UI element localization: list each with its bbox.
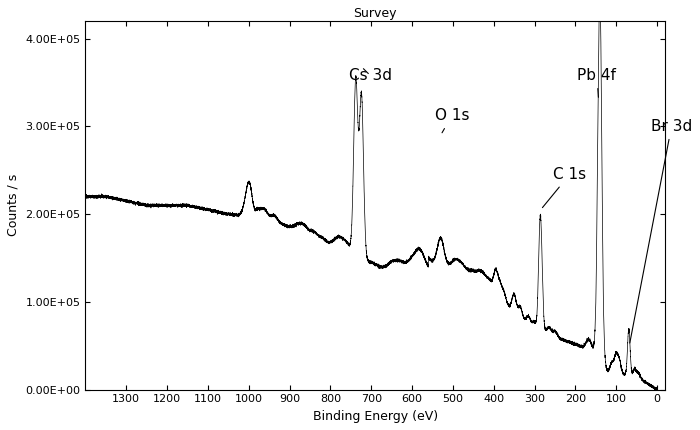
Text: O 1s: O 1s — [435, 108, 469, 133]
Y-axis label: Counts / s: Counts / s — [7, 174, 20, 236]
Text: C 1s: C 1s — [542, 167, 586, 208]
X-axis label: Binding Energy (eV): Binding Energy (eV) — [313, 410, 438, 423]
Text: Cs 3d: Cs 3d — [349, 68, 392, 83]
Text: Br 3d: Br 3d — [630, 119, 692, 343]
Text: Pb 4f: Pb 4f — [578, 68, 616, 97]
Title: Survey: Survey — [354, 7, 397, 20]
